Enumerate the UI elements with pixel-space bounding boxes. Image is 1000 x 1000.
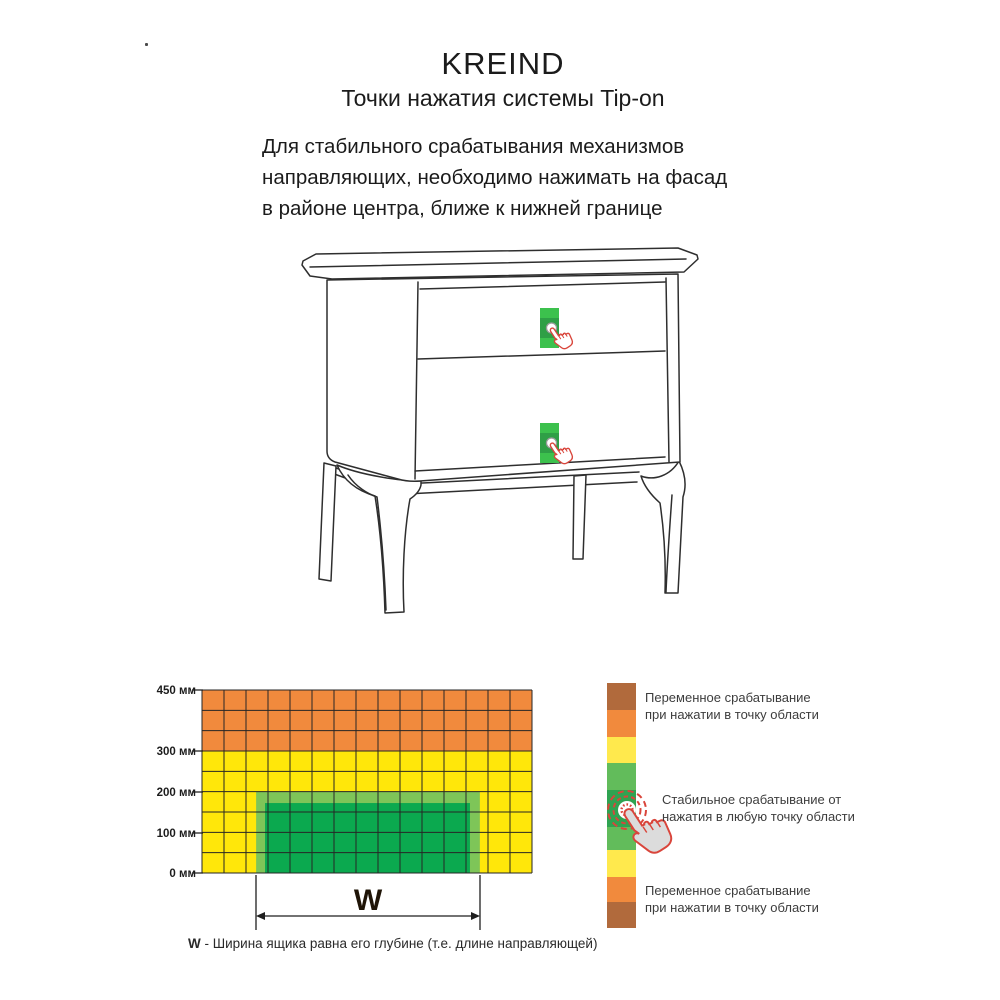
legend-bar-segment: [607, 850, 636, 877]
width-caption-bold: W: [188, 936, 201, 951]
cabinet-drawing: [301, 247, 699, 614]
description-text: Для стабильного срабатывания механизмов …: [262, 131, 782, 224]
y-axis: 450 мм 300 мм 200 мм 100 мм 0 мм: [157, 685, 203, 880]
brand-title: KREIND: [441, 46, 565, 81]
y-tick-300: 300 мм: [157, 746, 196, 758]
cabinet-body: [326, 273, 681, 482]
y-tick-0: 0 мм: [169, 868, 196, 880]
grid-lines: [201, 689, 533, 874]
page-subtitle: Точки нажатия системы Tip-on: [341, 85, 665, 111]
legend-item-stable: Стабильное срабатывание от нажатия в люб…: [662, 792, 855, 824]
press-sticker-bottom: [540, 423, 576, 468]
legend-item-variable-bottom: Переменное срабатывание при нажатии в то…: [645, 883, 819, 915]
speck-artifact: [145, 43, 148, 46]
description-line: Для стабильного срабатывания механизмов: [262, 135, 685, 158]
legend-bar-segment: [607, 877, 636, 902]
legend-bar-segment: [607, 683, 636, 710]
drawer-top-line: [419, 281, 666, 290]
y-tick-100: 100 мм: [157, 828, 196, 840]
y-tick-450: 450 мм: [157, 685, 196, 697]
width-dimension: [255, 875, 481, 930]
press-zone-diagram: 450 мм 300 мм 200 мм 100 мм 0 мм W: [157, 685, 533, 930]
legend-bar-segment: [607, 710, 636, 737]
drawer-bottom-line: [414, 456, 666, 472]
legend-bar-segment: [607, 763, 636, 790]
width-caption: W - Ширина ящика равна его глубине (т.е.…: [188, 936, 597, 951]
right-stile-line: [665, 277, 670, 463]
cabinet-left-stile-line: [414, 281, 419, 480]
legend-bar-segment: [607, 902, 636, 928]
drawer-divider-line: [417, 350, 666, 360]
legend-bar-segment: [607, 827, 636, 850]
y-tick-200: 200 мм: [157, 787, 196, 799]
cabinet-top: [301, 247, 699, 280]
description-line: в районе центра, ближе к нижней границе: [262, 197, 663, 220]
cabinet-legs: [318, 460, 686, 614]
legend-bar-segment: [607, 737, 636, 763]
legend-item-variable-top: Переменное срабатывание при нажатии в то…: [645, 690, 819, 722]
width-caption-text: - Ширина ящика равна его глубине (т.е. д…: [200, 936, 598, 951]
zone-rects: [202, 690, 532, 873]
description-line: направляющих, необходимо нажимать на фас…: [262, 166, 728, 189]
legend-touch-icon: [607, 790, 678, 861]
press-sticker-top: [540, 308, 576, 353]
width-label: W: [354, 884, 383, 917]
